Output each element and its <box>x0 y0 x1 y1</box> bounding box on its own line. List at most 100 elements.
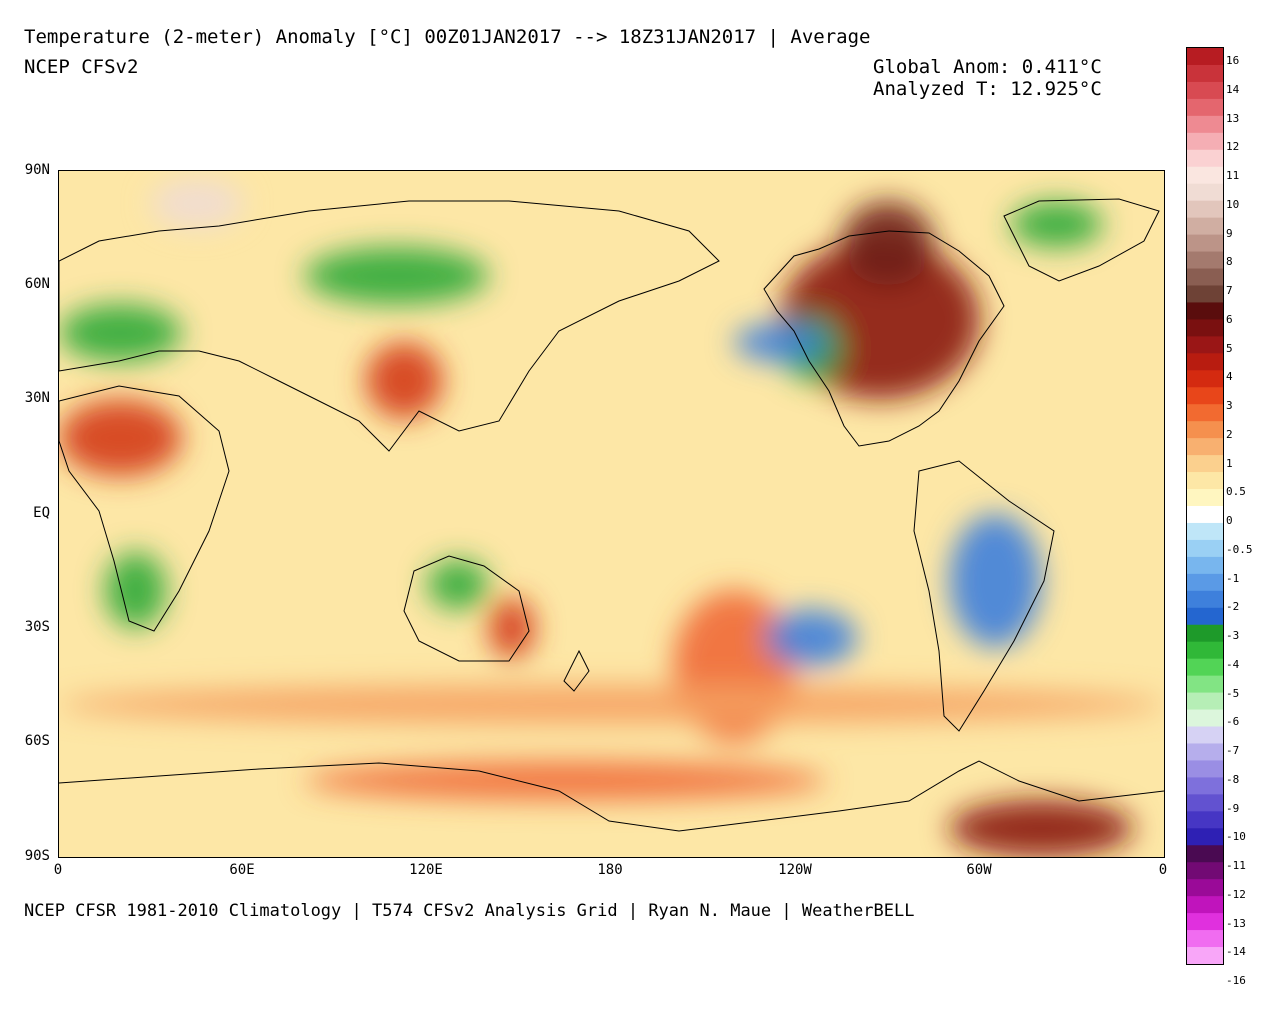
colorbar-label: 12 <box>1226 140 1240 154</box>
global-anomaly-readout: Global Anom: 0.411°C <box>873 56 1102 78</box>
colorbar-swatch <box>1187 404 1223 422</box>
colorbar-swatch <box>1187 930 1223 948</box>
colorbar-swatches <box>1187 48 1223 965</box>
colorbar-label: 10 <box>1226 197 1240 211</box>
colorbar-swatch <box>1187 777 1223 795</box>
colorbar-label: -1 <box>1226 571 1240 585</box>
colorbar-swatch <box>1187 556 1223 575</box>
colorbar-swatch <box>1187 811 1223 829</box>
colorbar-swatch <box>1187 692 1223 711</box>
lat-label-60n: 60N <box>24 276 50 292</box>
lon-label-120w: 120W <box>778 862 812 878</box>
colorbar-label: -11 <box>1226 859 1246 872</box>
colorbar-swatch <box>1187 353 1223 371</box>
colorbar-label: 16 <box>1226 54 1240 67</box>
colorbar-label: 4 <box>1226 370 1233 384</box>
colorbar-swatch <box>1187 726 1223 744</box>
colorbar-label: 13 <box>1226 111 1240 125</box>
anomaly-field <box>59 178 1164 857</box>
colorbar-swatch <box>1187 438 1223 456</box>
colorbar-label: -7 <box>1226 744 1240 757</box>
colorbar-swatch <box>1187 607 1223 626</box>
colorbar-label: -0.5 <box>1226 542 1253 556</box>
colorbar-label: 3 <box>1226 399 1233 412</box>
credits-footer: NCEP CFSR 1981-2010 Climatology | T574 C… <box>24 901 915 921</box>
colorbar-label: 0.5 <box>1226 485 1246 499</box>
colorbar-label: -16 <box>1226 974 1246 987</box>
lat-label-90s: 90S <box>24 848 50 864</box>
anomaly-region <box>304 247 489 305</box>
colorbar-swatch <box>1187 183 1223 202</box>
lat-label-90n: 90N <box>24 162 50 178</box>
lon-label-0-right: 0 <box>1158 862 1168 878</box>
colorbar-label: 11 <box>1226 169 1240 182</box>
colorbar-swatch <box>1187 81 1223 100</box>
colorbar-swatch <box>1187 319 1223 337</box>
colorbar-label: 6 <box>1226 312 1233 326</box>
colorbar-swatch <box>1187 387 1223 405</box>
colorbar-swatch <box>1187 947 1223 965</box>
anomaly-region <box>949 799 1134 857</box>
colorbar-swatch <box>1187 590 1223 609</box>
lon-label-60w: 60W <box>966 862 992 878</box>
colorbar-swatch <box>1187 828 1223 846</box>
colorbar-swatch <box>1187 285 1223 303</box>
colorbar-swatch <box>1187 675 1223 694</box>
anomaly-region <box>304 761 827 800</box>
anomaly-region <box>949 514 1042 648</box>
anomaly-region <box>1010 201 1103 248</box>
colorbar-swatch <box>1187 336 1223 354</box>
colorbar-label: -3 <box>1226 629 1240 642</box>
anomaly-region <box>765 609 857 667</box>
colorbar-swatch <box>1187 472 1223 490</box>
anomaly-region <box>151 178 244 229</box>
colorbar-swatch <box>1187 115 1223 134</box>
colorbar-swatch <box>1187 896 1223 914</box>
colorbar-label: -8 <box>1226 772 1240 786</box>
temperature-anomaly-map <box>58 170 1165 858</box>
colorbar-swatch <box>1187 268 1223 286</box>
colorbar-label: 8 <box>1226 255 1233 269</box>
colorbar-label: 1 <box>1226 456 1233 470</box>
model-name: NCEP CFSv2 <box>24 56 139 78</box>
colorbar-swatch <box>1187 48 1223 66</box>
lat-label-60s: 60S <box>24 733 50 749</box>
colorbar-label: 0 <box>1226 514 1233 527</box>
anomaly-region <box>59 304 182 362</box>
anomaly-region <box>841 201 934 286</box>
colorbar-swatch <box>1187 709 1223 728</box>
colorbar-swatch <box>1187 794 1223 812</box>
anomaly-region <box>427 559 489 610</box>
anomaly-region <box>59 685 1164 724</box>
colorbar-label: -12 <box>1226 887 1246 901</box>
colorbar-label: 9 <box>1226 226 1233 240</box>
colorbar-label: -10 <box>1226 830 1246 844</box>
colorbar-swatch <box>1187 489 1223 507</box>
colorbar-swatch <box>1187 539 1223 558</box>
lon-label-180: 180 <box>597 862 623 878</box>
colorbar-label: 7 <box>1226 284 1233 297</box>
colorbar-swatch <box>1187 760 1223 778</box>
map-background <box>59 171 1164 857</box>
anomaly-region <box>365 342 443 419</box>
anomaly-region <box>105 552 167 629</box>
map-title: Temperature (2-meter) Anomaly [°C] 00Z01… <box>24 26 871 48</box>
colorbar-swatch <box>1187 641 1223 660</box>
colorbar-swatch <box>1187 149 1223 168</box>
colorbar-swatch <box>1187 421 1223 439</box>
colorbar-swatch <box>1187 845 1223 863</box>
colorbar-swatch <box>1187 743 1223 761</box>
colorbar-swatch <box>1187 234 1223 253</box>
colorbar-swatch <box>1187 522 1223 541</box>
anomaly-region <box>59 399 182 476</box>
colorbar-label: 14 <box>1226 82 1240 96</box>
analyzed-temperature-readout: Analyzed T: 12.925°C <box>873 78 1102 100</box>
colorbar-swatch <box>1187 506 1223 524</box>
lon-label-0: 0 <box>53 862 63 878</box>
lat-label-eq: EQ <box>33 505 50 521</box>
colorbar-label: -13 <box>1226 916 1246 930</box>
colorbar-label: -6 <box>1226 715 1240 729</box>
map-canvas <box>59 171 1164 857</box>
colorbar-label: -2 <box>1226 600 1240 614</box>
coastlines <box>59 198 1164 832</box>
